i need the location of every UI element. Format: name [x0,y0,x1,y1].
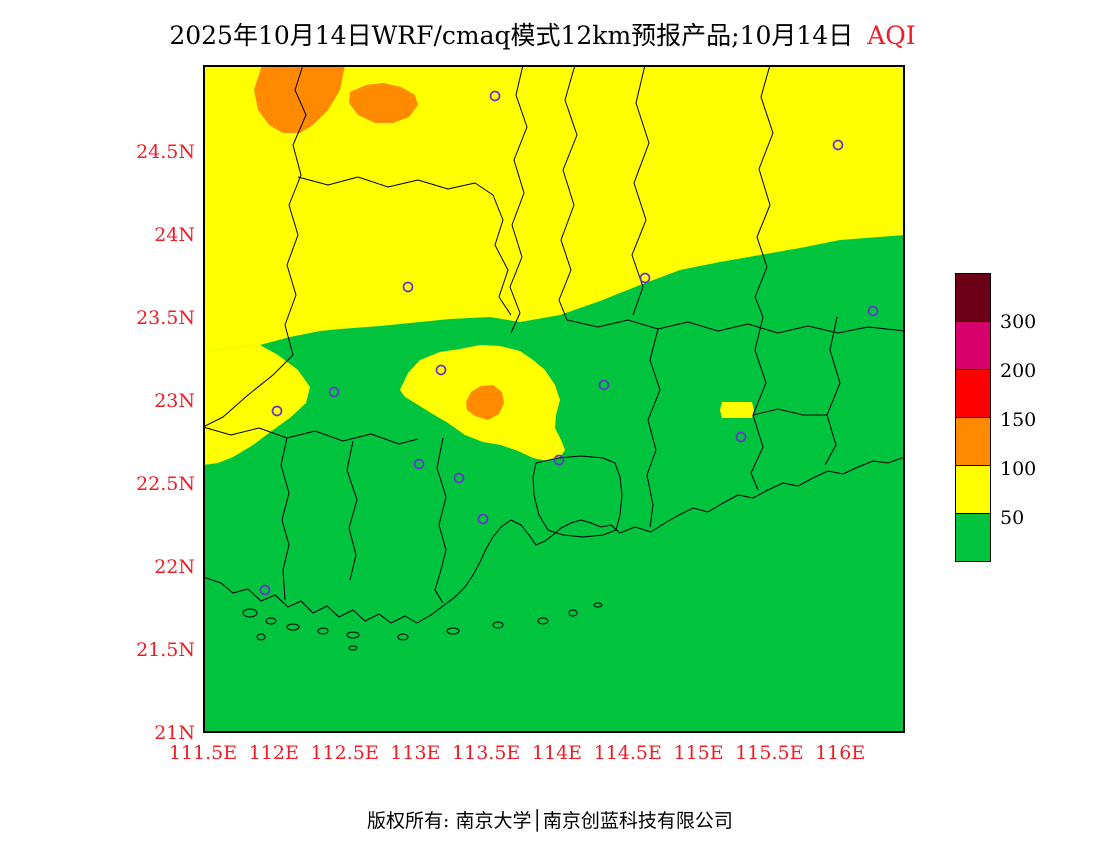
aqi-100-150-north-blob [349,83,418,123]
latitude-tick-label: 23.5N [136,306,195,329]
station-marker [832,139,844,151]
admin-boundary-line [509,65,528,334]
longitude-tick-label: 114E [531,742,583,764]
island-outline [593,602,603,608]
island-outline [397,633,409,641]
admin-boundary-line [752,408,827,416]
admin-boundary-line [619,456,905,534]
colorbar-cell [955,513,991,562]
colorbar-threshold-label: 150 [1000,409,1037,431]
island-outline [537,617,549,625]
island-outline [568,609,578,617]
colorbar-cell [955,273,991,322]
aqi-map-svg [203,65,905,733]
station-marker [435,364,447,376]
station-marker [271,405,283,417]
colorbar-cell [955,369,991,418]
island-outline [317,627,329,635]
colorbar-cell [955,417,991,466]
colorbar-threshold-label: 200 [1000,360,1037,382]
map-border [203,65,905,733]
station-marker [553,454,565,466]
island-outline [348,645,358,651]
latitude-tick-label: 21.5N [136,638,195,661]
latitude-tick-label: 24.5N [136,140,195,163]
island-outline [286,623,300,631]
colorbar-cell [955,465,991,514]
latitude-tick-label: 24N [154,223,195,246]
page-title: 2025年10月14日WRF/cmaq模式12km预报产品;10月14日 AQI [0,16,1085,52]
colorbar-threshold-label: 100 [1000,458,1037,480]
colorbar-cell [955,321,991,370]
longitude-tick-label: 112.5E [310,742,379,764]
station-marker [489,90,501,102]
admin-boundary-line [346,440,358,581]
admin-boundary-line [280,437,290,601]
admin-boundary-line [203,65,307,428]
admin-boundary-line [824,316,841,466]
station-marker [328,386,340,398]
admin-boundary-line [566,319,905,334]
latitude-tick-label: 21N [154,722,195,744]
longitude-tick-label: 115.5E [735,742,804,764]
longitude-tick-label: 112E [248,742,299,764]
longitude-tick-label: 115E [673,742,724,764]
island-outline [492,621,504,629]
admin-boundary-line [646,328,661,528]
title-main: 2025年10月14日WRF/cmaq模式12km预报产品;10月14日 [169,21,854,50]
station-marker [477,513,489,525]
island-outline [265,617,277,625]
island-outline [256,633,266,641]
longitude-tick-label: 114.5E [593,742,662,764]
aqi-colorbar [955,273,991,562]
latitude-tick-label: 23N [154,389,195,412]
admin-boundary-line [203,519,621,624]
copyright-text: 版权所有: 南京大学│南京创蓝科技有限公司 [367,810,733,832]
admin-boundary-line [297,176,512,316]
station-marker [639,272,651,284]
longitude-tick-label: 111.5E [168,742,238,764]
station-marker [453,472,465,484]
station-marker [735,431,747,443]
station-marker [413,458,425,470]
station-marker [259,584,271,596]
island-outline [446,627,460,635]
station-marker [402,281,414,293]
longitude-tick-label: 113.5E [452,742,521,764]
island-outline [242,608,258,618]
map-area [203,65,905,733]
aqi-100-150-central-spot [466,385,504,420]
admin-boundary-line [754,65,774,318]
colorbar-threshold-label: 300 [1000,311,1037,333]
station-marker [598,379,610,391]
aqi-50-100-north-band [203,65,905,352]
station-marker [867,305,879,317]
longitude-tick-label: 113E [390,742,441,764]
aqi-50-100-east-patch [720,402,754,418]
title-aqi-label: AQI [867,21,916,50]
delta-city-boundary [532,455,623,538]
island-outline [346,631,360,639]
longitude-tick-label: 116E [815,742,866,764]
admin-boundary-line [203,426,419,445]
colorbar-threshold-label: 50 [1000,507,1025,529]
latitude-tick-label: 22N [154,555,195,578]
admin-boundary-line [434,437,447,604]
latitude-tick-label: 22.5N [136,472,195,495]
admin-boundary-line [558,65,578,321]
